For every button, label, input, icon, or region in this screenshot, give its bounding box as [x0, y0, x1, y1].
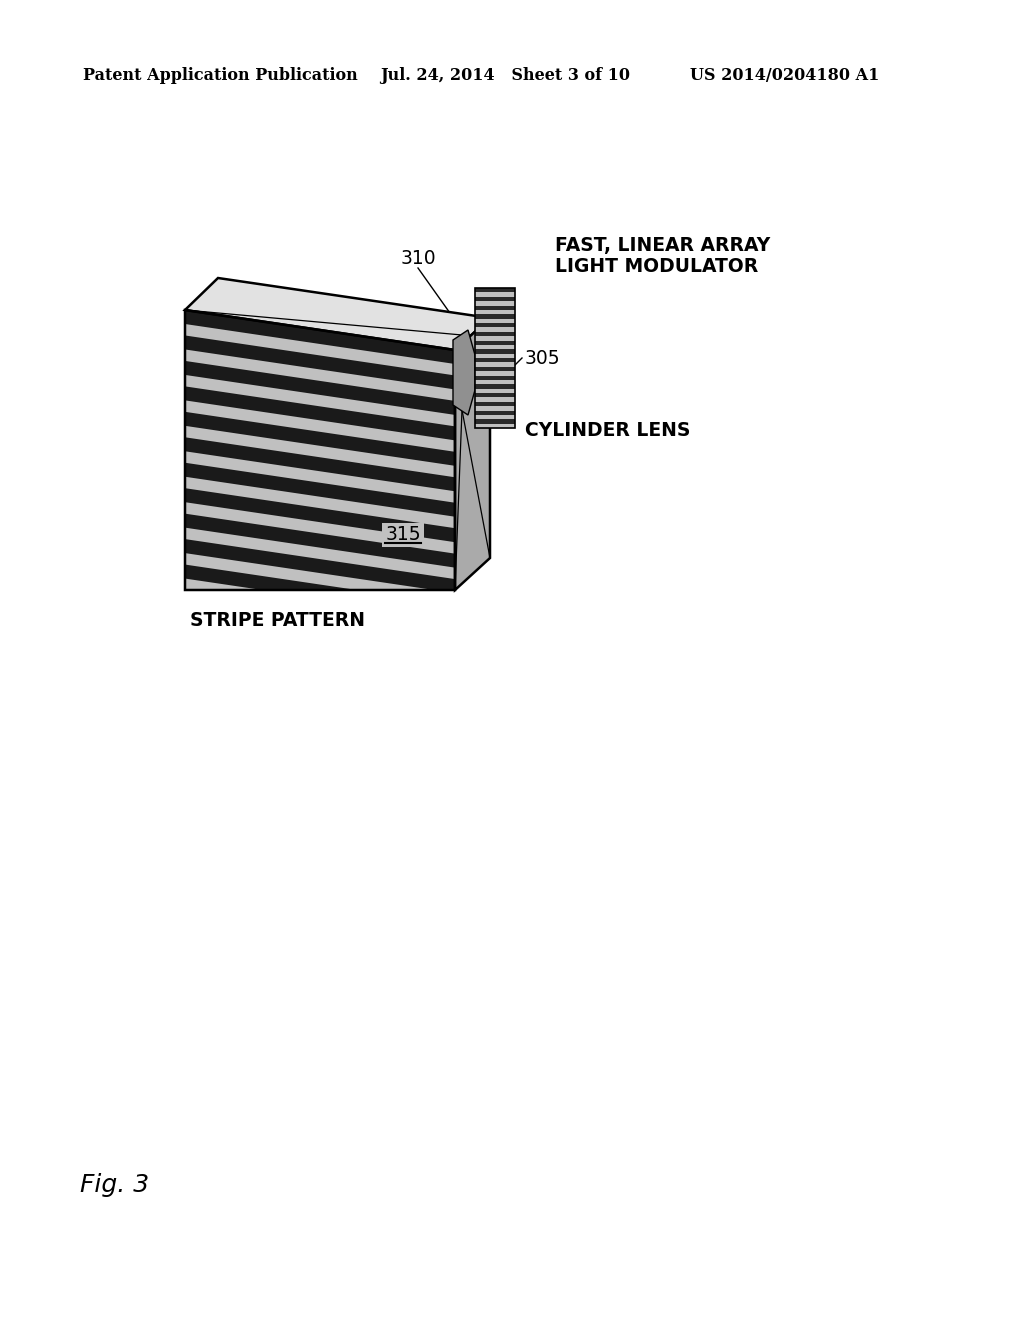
Polygon shape	[185, 463, 455, 516]
Polygon shape	[475, 375, 515, 380]
Text: Patent Application Publication: Patent Application Publication	[83, 66, 357, 83]
Polygon shape	[475, 331, 515, 337]
Polygon shape	[185, 488, 455, 543]
Polygon shape	[475, 350, 515, 354]
Polygon shape	[185, 437, 455, 491]
Text: STRIPE PATTERN: STRIPE PATTERN	[190, 610, 365, 630]
Polygon shape	[185, 387, 455, 441]
Polygon shape	[185, 310, 455, 590]
Text: LIGHT MODULATOR: LIGHT MODULATOR	[555, 257, 758, 276]
Polygon shape	[185, 513, 455, 568]
Polygon shape	[453, 330, 475, 414]
Text: 305: 305	[525, 348, 560, 367]
Polygon shape	[475, 341, 515, 345]
Polygon shape	[455, 318, 490, 590]
Polygon shape	[475, 367, 515, 371]
Polygon shape	[185, 412, 455, 466]
Polygon shape	[475, 393, 515, 397]
Polygon shape	[185, 539, 455, 593]
Polygon shape	[185, 615, 455, 669]
Polygon shape	[475, 384, 515, 388]
Polygon shape	[185, 279, 490, 350]
Polygon shape	[475, 314, 515, 318]
Polygon shape	[475, 288, 515, 428]
Polygon shape	[475, 420, 515, 424]
Text: US 2014/0204180 A1: US 2014/0204180 A1	[690, 66, 880, 83]
Polygon shape	[185, 590, 455, 644]
Polygon shape	[475, 288, 515, 292]
Polygon shape	[475, 411, 515, 414]
Polygon shape	[185, 360, 455, 414]
Text: FAST, LINEAR ARRAY: FAST, LINEAR ARRAY	[555, 235, 770, 255]
Text: 315: 315	[385, 525, 421, 544]
Text: Jul. 24, 2014   Sheet 3 of 10: Jul. 24, 2014 Sheet 3 of 10	[380, 66, 630, 83]
Text: 310: 310	[400, 248, 436, 268]
Polygon shape	[475, 401, 515, 407]
Polygon shape	[475, 305, 515, 310]
Text: CYLINDER LENS: CYLINDER LENS	[525, 421, 690, 440]
Polygon shape	[475, 323, 515, 327]
Text: Fig. 3: Fig. 3	[80, 1173, 150, 1197]
Polygon shape	[475, 297, 515, 301]
Polygon shape	[185, 335, 455, 389]
Polygon shape	[185, 565, 455, 619]
Polygon shape	[185, 310, 455, 364]
Polygon shape	[475, 358, 515, 363]
